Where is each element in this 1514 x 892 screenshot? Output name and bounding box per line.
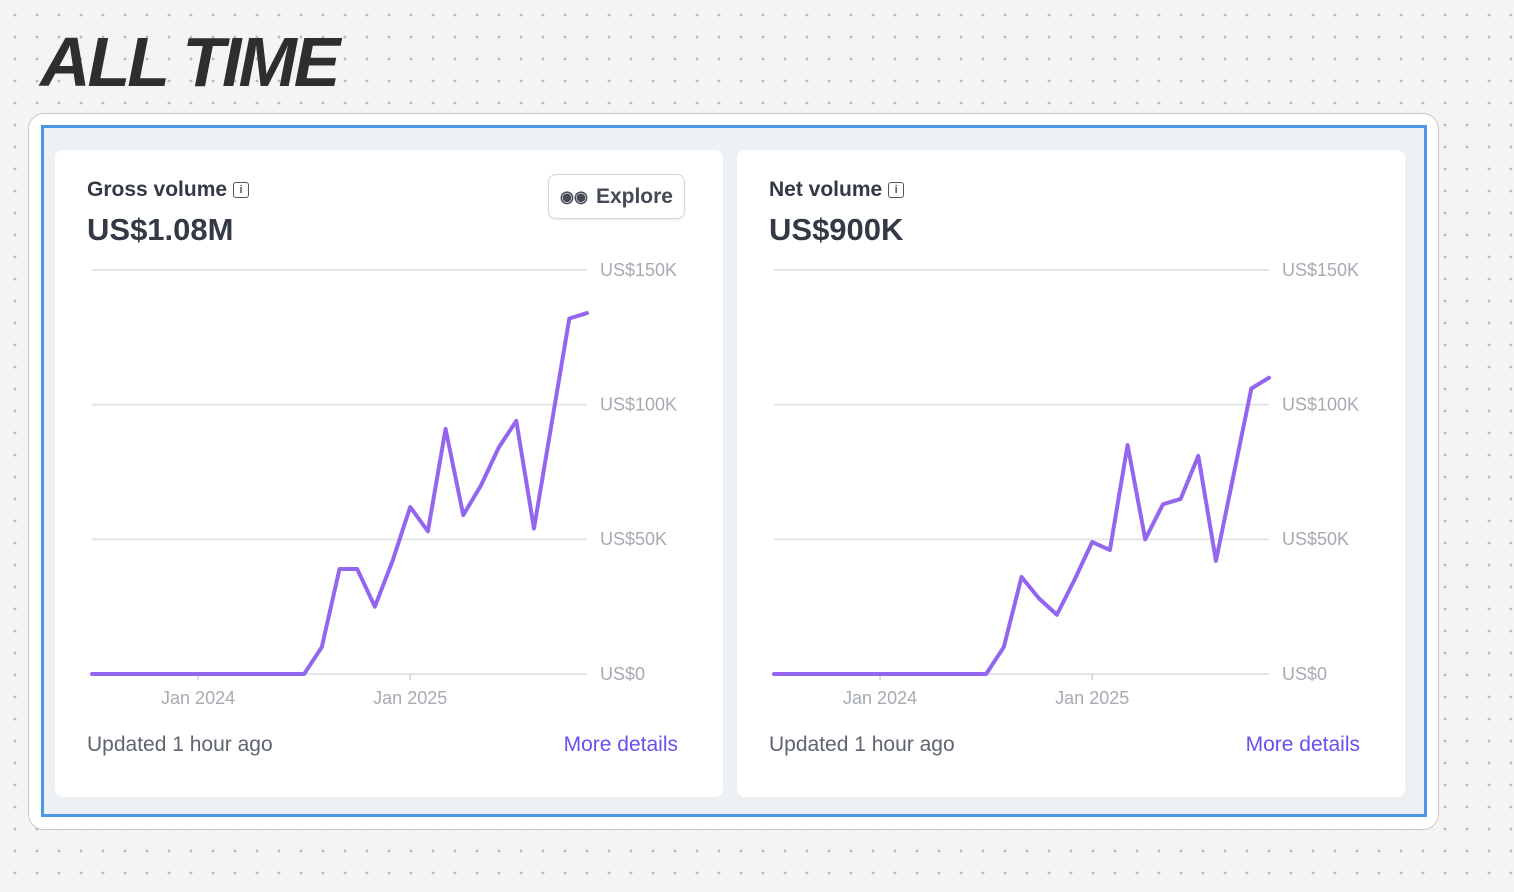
y-tick-label: US$0 (600, 664, 645, 684)
y-tick-label: US$50K (1282, 529, 1349, 549)
card: Net volume i US$900K US$0 US$50K US$100K US$… (737, 150, 1405, 797)
card-title: Net volume i (769, 178, 905, 202)
updated-text: Updated 1 hour ago (769, 733, 955, 756)
button-text: Explore (595, 184, 673, 208)
binoculars-icon: ◉◉ (560, 188, 588, 206)
info-icon[interactable]: i (888, 182, 905, 198)
y-tick-label: US$150K (1282, 260, 1359, 280)
chart: US$0 US$50K US$100K US$150K Jan 2024 Jan 2025 (90, 260, 677, 708)
y-tick-label: US$0 (1282, 664, 1327, 684)
line-series (90, 311, 589, 676)
card-title: Gross volume i (87, 178, 250, 202)
line-series (772, 375, 1271, 676)
y-tick-label: US$100K (1282, 394, 1359, 414)
info-icon[interactable]: i (233, 182, 250, 198)
x-tick-label: Jan 2024 (843, 688, 917, 708)
chart: US$0 US$50K US$100K US$150K Jan 2024 Jan 2025 (772, 260, 1359, 708)
heading: ALL TIME (40, 23, 340, 101)
y-tick-label: US$100K (600, 394, 677, 414)
x-tick-label: Jan 2025 (373, 688, 447, 708)
card: Gross volume i US$1.08M ◉◉ Explore US$0 US$… (55, 150, 723, 797)
x-tick-label: Jan 2024 (161, 688, 235, 708)
card-value: US$900K (769, 212, 904, 247)
title-text: Net volume (769, 178, 883, 201)
more-details-link[interactable]: More details (1245, 733, 1360, 756)
x-tick-label: Jan 2025 (1055, 688, 1129, 708)
card-value: US$1.08M (87, 212, 234, 247)
updated-text: Updated 1 hour ago (87, 733, 273, 756)
more-details-link[interactable]: More details (563, 733, 678, 756)
y-tick-label: US$150K (600, 260, 677, 280)
y-tick-label: US$50K (600, 529, 667, 549)
explore-button[interactable]: ◉◉ Explore (548, 174, 685, 219)
title-text: Gross volume (87, 178, 228, 201)
